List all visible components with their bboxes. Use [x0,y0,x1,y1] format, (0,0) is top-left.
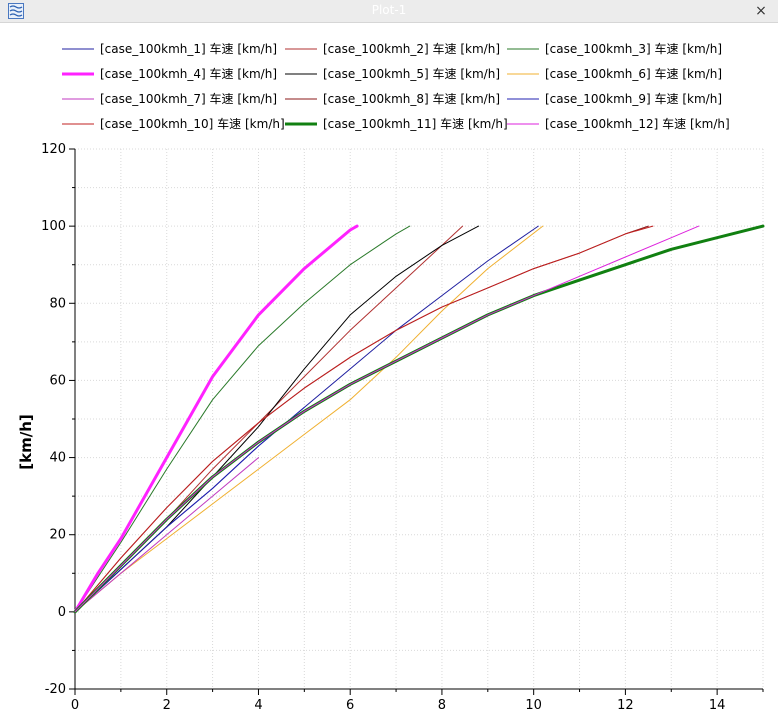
y-tick-label: 40 [49,451,66,466]
x-tick-label: 2 [163,698,171,713]
series-line-6 [74,225,544,613]
x-tick-label: 14 [709,698,726,713]
legend-item: [case_100kmh_11] 车速 [km/h] [285,116,508,131]
chart-series [73,224,765,614]
legend-item: [case_100kmh_10] 车速 [km/h] [62,116,285,131]
legend-item: [case_100kmh_6] 车速 [km/h] [507,66,722,81]
series-line-7 [74,457,259,613]
series-line-12 [74,225,700,613]
close-button[interactable]: × [755,3,767,19]
chart-legend: [case_100kmh_1] 车速 [km/h] [case_100kmh_2]… [62,41,730,131]
legend-item: [case_100kmh_7] 车速 [km/h] [62,91,277,106]
y-axis-label: [km/h] [17,414,35,469]
legend-item: [case_100kmh_4] 车速 [km/h] [62,66,277,81]
legend-label: [case_100kmh_8] 车速 [km/h] [323,91,500,106]
series-line-3 [74,225,411,613]
x-tick-label: 10 [525,698,542,713]
window-title: Plot-1 [371,3,407,17]
legend-item: [case_100kmh_3] 车速 [km/h] [507,41,722,56]
legend-label: [case_100kmh_10] 车速 [km/h] [100,116,285,131]
legend-label: [case_100kmh_9] 车速 [km/h] [545,91,722,106]
series-line-11 [73,224,765,614]
legend-label: [case_100kmh_4] 车速 [km/h] [100,66,277,81]
legend-label: [case_100kmh_11] 车速 [km/h] [323,116,508,131]
x-tick-label: 12 [617,698,634,713]
legend-label: [case_100kmh_3] 车速 [km/h] [545,41,722,56]
y-tick-label: -20 [45,682,66,697]
legend-label: [case_100kmh_1] 车速 [km/h] [100,41,277,56]
title-bar: Plot-1 × [0,0,778,23]
y-tick-label: 80 [49,296,66,311]
y-tick-label: 120 [41,142,66,157]
wave-lines-icon [8,3,24,19]
chart-grid [74,148,764,690]
series-line-4 [73,224,359,614]
y-tick-label: 60 [49,373,66,388]
y-tick-label: 0 [58,605,66,620]
legend-label: [case_100kmh_6] 车速 [km/h] [545,66,722,81]
legend-label: [case_100kmh_12] 车速 [km/h] [545,116,730,131]
series-line-10 [74,225,654,613]
x-tick-label: 8 [438,698,446,713]
legend-item: [case_100kmh_9] 车速 [km/h] [507,91,722,106]
legend-item: [case_100kmh_12] 车速 [km/h] [507,116,730,131]
x-tick-label: 0 [71,698,79,713]
legend-label: [case_100kmh_2] 车速 [km/h] [323,41,500,56]
legend-item: [case_100kmh_8] 车速 [km/h] [285,91,500,106]
y-tick-label: 20 [49,528,66,543]
x-tick-label: 6 [346,698,354,713]
legend-label: [case_100kmh_5] 车速 [km/h] [323,66,500,81]
y-tick-label: 100 [41,219,66,234]
x-tick-label: 4 [254,698,262,713]
series-line-9 [74,406,305,613]
legend-item: [case_100kmh_2] 车速 [km/h] [285,41,500,56]
chart-axes: 0 2 4 6 8 10 12 14 -20 0 20 40 60 80 100 120 [41,142,764,713]
legend-item: [case_100kmh_5] 车速 [km/h] [285,66,500,81]
legend-item: [case_100kmh_1] 车速 [km/h] [62,41,277,56]
legend-label: [case_100kmh_7] 车速 [km/h] [100,91,277,106]
line-chart: [case_100kmh_1] 车速 [km/h] [case_100kmh_2]… [17,41,765,713]
